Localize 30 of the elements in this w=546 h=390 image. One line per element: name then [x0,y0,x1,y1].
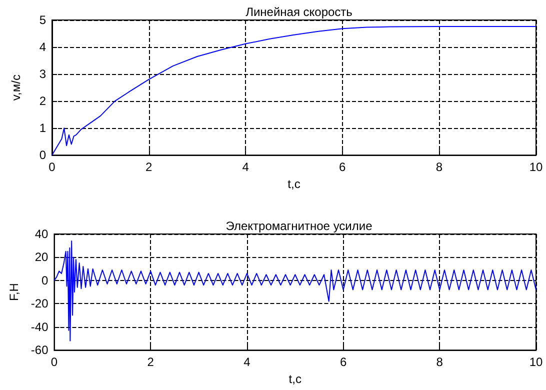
x-axis-title: t,c [288,177,300,191]
y-tick-label: 2 [39,94,46,108]
line-series [54,240,536,342]
y-tick-label: 1 [39,121,46,136]
y-tick-label: 20 [34,250,49,264]
y-tick-label: 5 [39,13,46,27]
x-tick-label: 4 [242,160,250,174]
y-tick-label: -60 [30,343,49,358]
y-axis-title: F,H [7,283,21,302]
x-tick-label: 0 [50,355,58,370]
x-tick-label: 2 [147,355,154,370]
chart-title: Линейная скорость [246,5,352,19]
x-tick-label: 8 [436,355,444,370]
y-tick-label: 4 [39,40,46,54]
chart-title: Электромагнитное усилие [226,219,373,233]
x-tick-label: 8 [436,160,443,174]
x-tick-label: 6 [339,160,346,174]
y-tick-label: 3 [39,67,46,82]
y-tick-label: -40 [30,320,49,334]
x-tick-label: 6 [340,355,347,370]
y-tick-label: 40 [34,227,49,241]
x-tick-label: 10 [529,160,543,174]
y-tick-label: -20 [30,296,49,311]
y-tick-label: 0 [42,273,49,288]
y-axis-title: v,м/с [9,74,23,101]
x-tick-label: 4 [244,355,251,370]
y-tick-label: 0 [39,148,46,162]
x-axis-title: t,c [288,372,302,386]
x-tick-label: 10 [529,355,543,370]
x-tick-label: 2 [145,160,152,174]
